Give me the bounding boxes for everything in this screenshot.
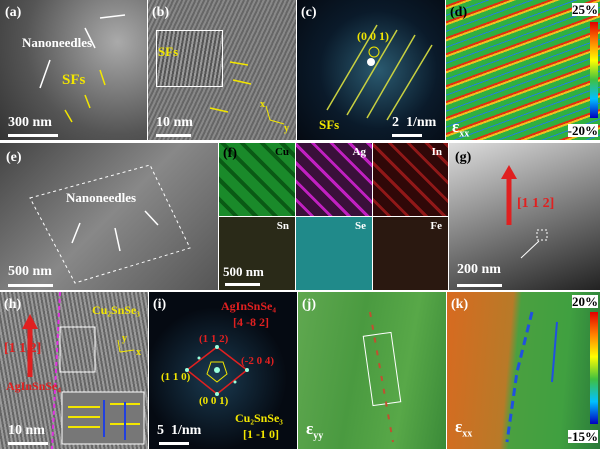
- overlay: [505, 311, 558, 443]
- streaks: [326, 24, 433, 121]
- symbol: ε: [452, 117, 460, 136]
- zone-axis: [1 -1 0]: [243, 427, 279, 441]
- spot: (0 0 1): [199, 395, 229, 407]
- element: Cu: [274, 146, 289, 158]
- spot: (-2 0 4): [241, 355, 274, 367]
- map-tile: (f) Cu: [219, 143, 295, 216]
- spot: (1 1 2): [199, 333, 229, 345]
- map-tile: Fe: [373, 217, 448, 290]
- scale-label: 5 1/nm: [157, 423, 202, 438]
- overlay: [22, 292, 145, 449]
- spot: (1 1 0): [161, 371, 191, 383]
- zone-axis: [4 -8 2]: [233, 315, 269, 329]
- scale-bar: [392, 134, 422, 137]
- symbol: ε: [306, 419, 314, 438]
- colorbar-max: 25%: [572, 2, 598, 17]
- arrows: [209, 61, 285, 125]
- annotation: SFs: [158, 44, 179, 59]
- subscript: yy: [313, 430, 324, 442]
- scale-bar: [8, 442, 48, 445]
- element: Fe: [430, 220, 442, 232]
- scale-bar: [225, 283, 260, 286]
- subscript: xx: [459, 128, 470, 140]
- phase: AgInSnSe₄: [6, 379, 61, 393]
- annotation: SFs: [62, 72, 86, 88]
- axis-x: x: [260, 99, 265, 110]
- panel-label: (f): [223, 146, 237, 161]
- scale-label: 2 1/nm: [392, 115, 437, 130]
- colorbar: [590, 312, 598, 424]
- map-tile: Se: [296, 217, 372, 290]
- overlay: [362, 311, 402, 443]
- panel-b: (b) SFs x y 10 nm: [148, 0, 296, 140]
- panel-j: (j) εyy: [298, 292, 446, 449]
- strain-label: εxx: [452, 118, 469, 139]
- panel-label: (k): [451, 297, 469, 312]
- panel-label: (d): [450, 5, 468, 20]
- map-tile: Ag: [296, 143, 372, 216]
- scale-bar: [457, 284, 502, 287]
- panel-i: (i) AgInSnSe₄ [4 -8 2] (1 1 2) (-2 0 4) …: [149, 292, 297, 449]
- panel-a: (a) Nanoneedles SFs 300 nm: [0, 0, 147, 140]
- panel-h: (h) Cu₂SnSe₃ [1 1 2] AgInSnSe₄ y x 10 nm: [0, 292, 148, 449]
- arrows: [29, 164, 191, 284]
- axis-x: x: [136, 347, 141, 358]
- symbol: ε: [455, 417, 463, 436]
- element: Sn: [276, 220, 289, 232]
- panel-d: (d) 25% -20% εxx: [446, 0, 600, 140]
- panel-k: (k) 20% -15% εxx: [447, 292, 600, 449]
- colorbar-min: -20%: [567, 123, 598, 138]
- scale-label: 10 nm: [8, 423, 45, 438]
- panel-g: (g) [1 1 2] 200 nm: [449, 143, 600, 290]
- map-tile: Sn 500 nm: [219, 217, 295, 290]
- annotation: (0 0 1): [357, 29, 389, 43]
- scale-bar: [8, 134, 58, 137]
- annotation: Nanoneedles: [22, 35, 93, 50]
- map-tile: In: [373, 143, 448, 216]
- panel-label: (a): [5, 5, 22, 20]
- scale-bar: [159, 442, 189, 445]
- axis-y: y: [122, 333, 127, 344]
- panel-f: (f) Cu Ag In Sn 500 nm Se Fe: [219, 143, 448, 290]
- panel-label: (c): [301, 5, 317, 20]
- phase: Cu₂SnSe₃: [92, 303, 140, 317]
- axis-y: y: [284, 123, 289, 134]
- panel-label: (j): [302, 297, 316, 312]
- pattern: [185, 345, 249, 396]
- strain-label: εyy: [306, 420, 323, 441]
- colorbar: [590, 22, 598, 118]
- panel-e: (e) Nanoneedles 500 nm: [0, 143, 218, 290]
- panel-label: (e): [6, 150, 22, 165]
- scale-label: 500 nm: [8, 264, 52, 279]
- panel-label: (b): [152, 5, 170, 20]
- direction: [1 1 2]: [517, 196, 555, 211]
- strain-label: εxx: [455, 418, 472, 439]
- element: Ag: [352, 146, 366, 158]
- arrows: [501, 165, 548, 259]
- phase: Cu₂SnSe₃: [235, 411, 283, 425]
- element: Se: [355, 220, 366, 232]
- panel-label: (g): [455, 150, 472, 165]
- scale-label: 10 nm: [156, 115, 193, 130]
- colorbar-min: -15%: [567, 429, 598, 444]
- scale-label: 500 nm: [223, 264, 264, 279]
- annotation: SFs: [319, 117, 340, 132]
- colorbar-max: 20%: [572, 294, 598, 309]
- panel-label: (h): [4, 297, 22, 312]
- subscript: xx: [462, 428, 473, 440]
- arrows: [39, 14, 126, 123]
- inset: [156, 30, 223, 87]
- panel-label: (i): [153, 297, 167, 312]
- phase: AgInSnSe₄: [221, 299, 276, 313]
- element: In: [431, 146, 442, 158]
- scale-label: 200 nm: [457, 262, 501, 277]
- scale-label: 300 nm: [8, 115, 52, 130]
- panel-c: (c) (0 0 1) SFs 2 1/nm: [297, 0, 445, 140]
- direction: [1 1 2]: [4, 341, 42, 356]
- annotation: Nanoneedles: [66, 190, 137, 205]
- scale-bar: [156, 134, 191, 137]
- scale-bar: [8, 284, 53, 287]
